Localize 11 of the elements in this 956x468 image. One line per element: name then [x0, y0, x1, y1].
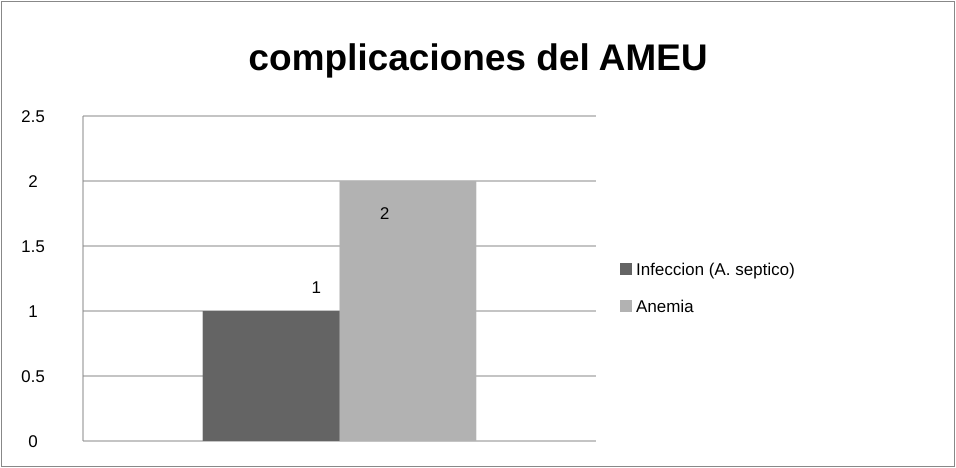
y-tick-label: 2: [28, 172, 38, 191]
y-tick-label: 1.5: [21, 237, 45, 256]
legend-label: Infeccion (A. septico): [636, 260, 795, 279]
y-tick-label: 0: [28, 432, 38, 451]
y-tick-label: 1: [28, 302, 38, 321]
y-tick-label: 2.5: [21, 107, 45, 126]
y-tick-label: 0.5: [21, 367, 45, 386]
data-label: 1: [312, 278, 321, 297]
data-label: 2: [380, 204, 390, 223]
chart-title: complicaciones del AMEU: [248, 37, 708, 78]
legend-label: Anemia: [636, 297, 694, 316]
